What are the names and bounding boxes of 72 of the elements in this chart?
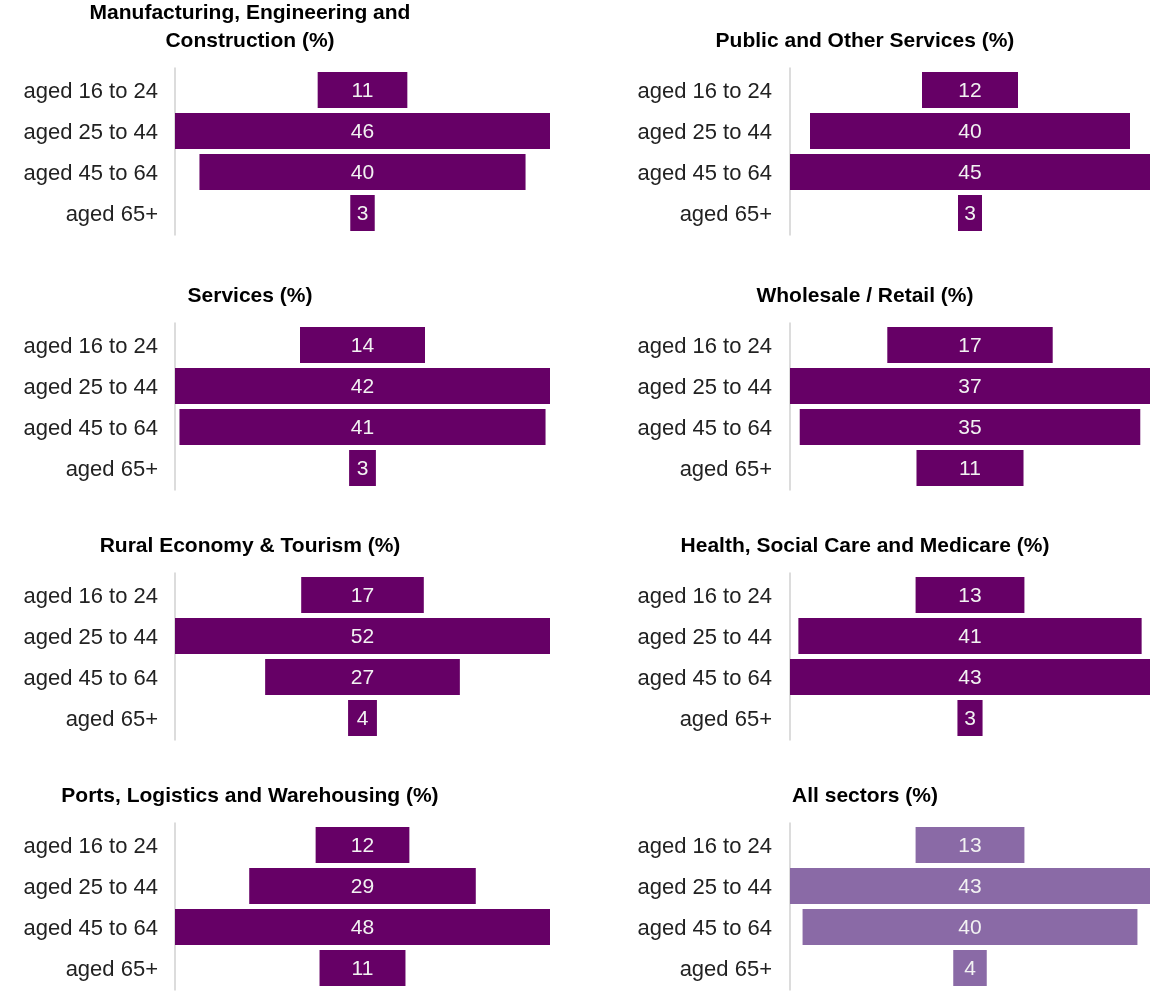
category-label: aged 16 to 24 bbox=[637, 77, 772, 103]
data-label: 13 bbox=[958, 583, 982, 607]
text: Health, Social Care and Medicare (%) bbox=[680, 533, 1050, 556]
text: Services (%) bbox=[187, 283, 313, 306]
category-label: aged 25 to 44 bbox=[23, 118, 158, 144]
data-label: 3 bbox=[964, 706, 976, 730]
data-label: 12 bbox=[350, 833, 375, 857]
data-label: 35 bbox=[958, 415, 982, 439]
data-label: 40 bbox=[958, 119, 982, 143]
category-label: aged 25 to 44 bbox=[23, 623, 158, 649]
category-label: aged 65+ bbox=[679, 705, 772, 731]
category-label: aged 45 to 64 bbox=[637, 414, 772, 440]
data-label: 3 bbox=[356, 456, 369, 480]
category-label: aged 16 to 24 bbox=[23, 832, 158, 858]
data-label: 11 bbox=[351, 956, 374, 980]
data-label: 14 bbox=[350, 333, 375, 357]
category-label: aged 65+ bbox=[679, 200, 772, 226]
data-label: 41 bbox=[958, 624, 982, 648]
category-label: aged 25 to 44 bbox=[637, 373, 772, 399]
category-label: aged 45 to 64 bbox=[23, 159, 158, 185]
data-label: 29 bbox=[350, 874, 375, 898]
data-label: 17 bbox=[958, 333, 982, 357]
data-label: 4 bbox=[964, 956, 977, 980]
data-label: 37 bbox=[958, 374, 982, 398]
data-label: 41 bbox=[350, 415, 375, 439]
category-label: aged 25 to 44 bbox=[637, 873, 772, 899]
category-label: aged 65+ bbox=[65, 200, 158, 226]
data-label: 17 bbox=[350, 583, 375, 607]
category-label: aged 45 to 64 bbox=[637, 664, 772, 690]
category-label: aged 65+ bbox=[679, 455, 772, 481]
category-label: aged 45 to 64 bbox=[23, 414, 158, 440]
text: All sectors (%) bbox=[792, 783, 938, 806]
data-label: 13 bbox=[958, 833, 982, 857]
data-label: 40 bbox=[350, 160, 375, 184]
data-label: 52 bbox=[350, 624, 375, 648]
category-label: aged 16 to 24 bbox=[23, 77, 158, 103]
data-label: 3 bbox=[356, 201, 369, 225]
data-label: 45 bbox=[958, 160, 982, 184]
category-label: aged 65+ bbox=[65, 455, 158, 481]
category-label: aged 45 to 64 bbox=[23, 664, 158, 690]
category-label: aged 16 to 24 bbox=[637, 832, 772, 858]
category-label: aged 16 to 24 bbox=[637, 332, 772, 358]
category-label: aged 25 to 44 bbox=[23, 873, 158, 899]
data-label: 43 bbox=[958, 665, 982, 689]
category-label: aged 65+ bbox=[679, 955, 772, 981]
category-label: aged 16 to 24 bbox=[23, 582, 158, 608]
category-label: aged 25 to 44 bbox=[637, 623, 772, 649]
text: Public and Other Services (%) bbox=[715, 28, 1015, 51]
text: Wholesale / Retail (%) bbox=[756, 283, 974, 306]
category-label: aged 16 to 24 bbox=[23, 332, 158, 358]
data-label: 43 bbox=[958, 874, 982, 898]
category-label: aged 65+ bbox=[65, 705, 158, 731]
text: Manufacturing, Engineering and Construction (%) bbox=[89, 0, 411, 51]
text: Ports, Logistics and Warehousing (%) bbox=[61, 783, 439, 806]
category-label: aged 25 to 44 bbox=[23, 373, 158, 399]
category-label: aged 25 to 44 bbox=[637, 118, 772, 144]
data-label: 40 bbox=[958, 915, 982, 939]
data-label: 4 bbox=[356, 706, 369, 730]
data-label: 11 bbox=[351, 78, 374, 102]
text: Rural Economy & Tourism (%) bbox=[99, 533, 401, 556]
data-label: 48 bbox=[350, 915, 375, 939]
category-label: aged 45 to 64 bbox=[637, 914, 772, 940]
category-label: aged 65+ bbox=[65, 955, 158, 981]
category-label: aged 45 to 64 bbox=[23, 914, 158, 940]
category-label: aged 45 to 64 bbox=[637, 159, 772, 185]
category-label: aged 16 to 24 bbox=[637, 582, 772, 608]
data-label: 12 bbox=[958, 78, 982, 102]
data-label: 11 bbox=[959, 456, 981, 480]
data-label: 3 bbox=[964, 201, 976, 225]
data-label: 46 bbox=[350, 119, 375, 143]
data-label: 27 bbox=[350, 665, 375, 689]
data-label: 42 bbox=[350, 374, 375, 398]
